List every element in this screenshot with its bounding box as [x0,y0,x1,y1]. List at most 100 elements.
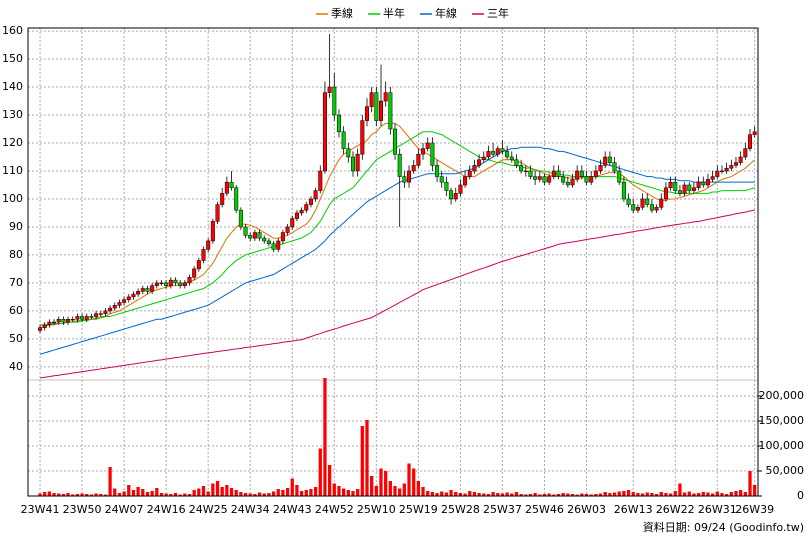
volume-bar [566,493,570,496]
volume-bar [131,490,136,496]
volume-bar [262,493,266,496]
volume-bar [243,493,248,496]
candle-body [598,165,603,172]
candle-body [547,176,552,183]
volume-bar [430,492,435,496]
candle-body [402,176,407,183]
candle-body [743,148,748,158]
candle-body [383,92,388,102]
y-tick-label: 110 [2,164,23,177]
candle-body [173,279,178,284]
volume-bar [342,488,346,496]
volume-bar [183,493,187,496]
volume-bar [370,476,374,496]
candle-body [593,170,598,177]
candle-body [294,212,299,219]
footer: 資料日期: 09/24 (Goodinfo.tw) [643,520,804,534]
candle-body [52,321,57,324]
volume-bar [542,494,547,496]
volume-bar [47,491,52,496]
candle-body [579,170,584,177]
y2-tick-label: 200,000 [759,389,805,402]
x-tick-label: 24W16 [147,503,186,516]
candle-body [276,240,281,250]
volume-bar [38,493,42,496]
candle-body [210,221,215,242]
x-tick-label: 26W13 [614,503,653,516]
volume-bar [570,494,575,496]
volume-bar [449,490,453,496]
candle-body [322,92,327,172]
candle-body [486,151,491,158]
volume-bar [519,494,523,496]
candle-body [687,184,692,191]
candle-body [280,232,285,242]
candle-body [453,193,458,200]
volume-bar [440,491,444,496]
candle-body [481,156,486,161]
volume-bar [318,448,322,496]
volume-bar [720,493,724,496]
volume-bar [458,493,463,496]
volume-bar [295,485,299,496]
candle-body [201,249,206,261]
volume-bar [71,494,75,496]
candle-body [528,170,533,177]
candle-body [346,148,351,158]
volume-bar [421,487,425,496]
candle-body [570,179,575,186]
volume-bar [454,492,458,496]
volume-bar [743,492,747,496]
candle-body [94,313,99,317]
volume-bar [533,493,537,496]
ma-line [40,131,755,326]
candle-body [248,235,253,239]
candle-body [252,232,257,239]
candle-body [575,170,580,180]
candle-body [117,302,122,306]
ma-line [39,146,755,355]
candle-body [458,184,463,194]
volume-bar [164,493,168,496]
ma-line [39,122,755,329]
volume-bar [248,493,252,496]
volume-bar [206,491,210,496]
candle-body [584,176,589,183]
volume-bar [178,494,182,496]
x-tick-label: 26W31 [698,503,737,516]
candle-body [150,285,155,292]
candle-body [336,114,341,133]
x-tick-label: 24W25 [189,503,228,516]
candle-body [318,170,323,191]
volume-bar [360,426,364,496]
candle-body [514,159,519,166]
volume-bar [640,493,645,496]
candle-body [589,176,594,183]
volume-bar [514,492,519,496]
volume-bar [267,493,271,496]
candle-body [733,162,738,166]
volume-bar [696,493,701,496]
candle-body [131,293,136,298]
volume-bar [500,493,505,496]
candle-body [691,187,696,191]
candle-body [332,86,337,116]
x-tick-label: 25W19 [399,503,438,516]
y2-tick-label: 150,000 [759,414,805,427]
candle-body [472,165,477,172]
candle-body [355,153,360,172]
candle-body [738,156,743,163]
volume-bar [682,492,687,496]
candle-body [327,86,332,93]
candle-body [724,167,729,172]
volume-bar [687,491,691,496]
volume-bar [692,493,696,496]
y2-tick-label: 100,000 [759,439,805,452]
candle-body [379,100,384,121]
x-tick-label: 24W52 [315,503,354,516]
volume-bar [80,493,84,496]
volume-bar [472,492,477,496]
candle-body [350,156,355,172]
candle-body [673,181,678,191]
x-tick-label: 24W07 [105,503,144,516]
